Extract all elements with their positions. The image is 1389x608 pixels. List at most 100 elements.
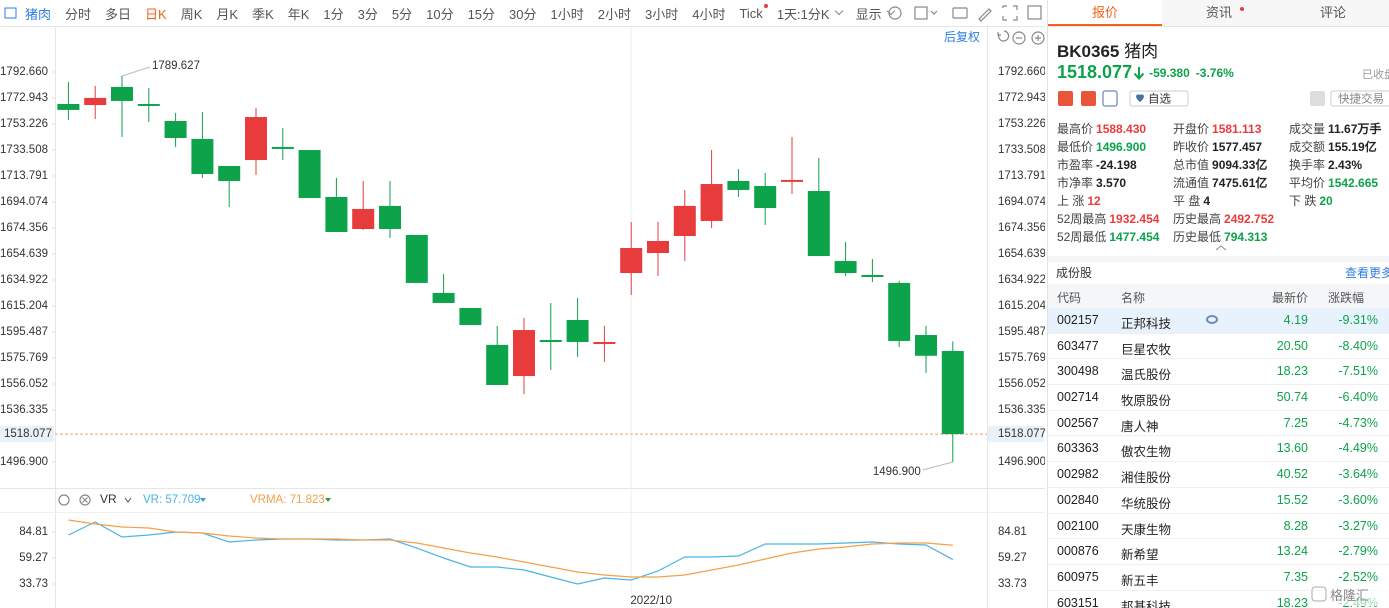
toolbar-item[interactable]: 年K (287, 6, 310, 22)
table-row[interactable]: 000876 新希望 13.24 -2.79% (1048, 539, 1389, 565)
stat-value: 4 (1203, 194, 1211, 208)
note-icon[interactable] (1102, 90, 1118, 107)
toolbar-item[interactable]: 4小时 (692, 6, 726, 22)
restore-button[interactable]: 后复权 (944, 30, 980, 44)
table-cell: 牧原股份 (1121, 394, 1172, 409)
table-row[interactable]: 002714 牧原股份 50.74 -6.40% (1048, 385, 1389, 411)
candle-body (218, 165, 241, 181)
toolbar-item[interactable]: Tick (739, 3, 768, 21)
column-header[interactable]: 名称 (1121, 291, 1146, 305)
table-cell: 300498 (1057, 364, 1099, 379)
table-cell: 18.23 (1276, 364, 1308, 379)
table-row[interactable]: 002840 华统股份 15.52 -3.60% (1048, 488, 1389, 514)
y-tick-label: 1772.943 (0, 92, 48, 104)
reset-icon[interactable] (997, 30, 1010, 42)
table-row[interactable]: 002100 天康生物 8.28 -3.27% (1048, 514, 1389, 540)
table-row[interactable]: 603477 巨星农牧 20.50 -8.40% (1048, 334, 1389, 360)
table-cell: 603151 (1057, 595, 1099, 608)
column-header[interactable]: 最新价 (1271, 291, 1308, 305)
y-tick-label: 1595.487 (998, 326, 1045, 338)
y-tick-label: 1496.900 (0, 456, 48, 468)
candle-body (405, 234, 428, 283)
stat-label: 换手率 (1289, 158, 1326, 172)
table-cell: 002567 (1057, 415, 1099, 430)
tab[interactable]: 评论 (1276, 0, 1389, 26)
y-tick-label: 1634.922 (998, 274, 1045, 286)
toolbar-item[interactable]: 5分 (391, 6, 413, 22)
toolbar-item[interactable]: 1分 (323, 6, 344, 22)
indicator-title[interactable]: VR (100, 492, 117, 506)
candle-body (915, 335, 937, 356)
candle-body (539, 340, 562, 343)
table-row[interactable]: 600975 新五丰 7.35 -2.52% (1048, 565, 1389, 591)
y-tick-label: 1595.487 (0, 326, 48, 338)
stat: 总市值 9094.33亿 (1173, 156, 1267, 173)
toolbar-item[interactable]: 1天:1分K (777, 4, 843, 23)
stat-label: 市盈率 (1057, 158, 1094, 172)
table-row[interactable]: 603363 傲农生物 13.60 -4.49% (1048, 436, 1389, 463)
toolbar-item[interactable]: 日K (145, 6, 167, 22)
candle-body (459, 307, 482, 326)
stat: 流通值 7475.61亿 (1173, 174, 1267, 191)
table-cell: 华统股份 (1121, 496, 1172, 511)
indicator-settings-icon[interactable] (58, 494, 70, 506)
dropdown-icon[interactable] (124, 497, 132, 503)
pen-icon[interactable] (978, 8, 992, 22)
stat: 市净率 3.570 (1057, 174, 1126, 191)
eye-icon[interactable] (1206, 315, 1218, 324)
zoom-out-icon[interactable] (1012, 31, 1026, 45)
notification-dot (763, 3, 768, 8)
fullscreen-icon[interactable] (1002, 5, 1018, 21)
toolbar-item[interactable]: 3分 (357, 6, 378, 22)
toolbar-item[interactable]: 3小时 (644, 6, 679, 22)
toolbar-item[interactable]: 15分 (467, 6, 496, 22)
zoom-in-icon[interactable] (1031, 31, 1045, 45)
layout-icon[interactable] (1027, 5, 1042, 20)
alert-icon[interactable] (1310, 91, 1325, 106)
checkbox-icon[interactable] (914, 6, 928, 20)
tag-icon[interactable] (1058, 91, 1073, 106)
camera-icon[interactable] (952, 7, 968, 19)
trade-button[interactable] (1330, 90, 1389, 107)
toolbar-item[interactable]: 显示 (856, 4, 895, 23)
tab[interactable]: 报价 (1048, 0, 1162, 26)
y-tick-label: 1575.769 (998, 352, 1045, 364)
stat-label: 最低价 (1057, 140, 1094, 154)
symbol-selector[interactable]: 猪肉 (25, 6, 52, 22)
table-row[interactable]: 002157 正邦科技 4.19 -9.31% (1048, 308, 1389, 334)
toolbar-item[interactable]: 月K (216, 6, 239, 22)
y-tick-label: 1792.660 (998, 66, 1045, 78)
indicator-close-icon[interactable] (79, 494, 91, 506)
section-title: 成份股 (1056, 266, 1093, 280)
settings-icon[interactable] (888, 6, 902, 20)
toolbar-item[interactable]: 周K (180, 6, 203, 22)
toolbar-item[interactable]: 季K (252, 6, 274, 22)
dropdown-icon[interactable] (325, 498, 331, 502)
dropdown-icon[interactable] (930, 10, 938, 15)
more-link[interactable]: 查看更多 (1345, 266, 1389, 280)
y-tick-label: 1654.639 (998, 248, 1045, 260)
table-row[interactable]: 002567 唐人神 7.25 -4.73% (1048, 411, 1389, 437)
toolbar-item[interactable]: 30分 (509, 6, 537, 22)
vr-line (68, 519, 953, 578)
tab[interactable]: 资讯 (1162, 0, 1276, 26)
column-header[interactable]: 代码 (1057, 291, 1082, 305)
table-row[interactable]: 300498 温氏股份 18.23 -7.51% (1048, 359, 1389, 386)
y-tick-label: 33.73 (19, 578, 48, 590)
stat: 下 跌 20 (1289, 192, 1333, 209)
price-row: 1518.077 -59.380 -3.76% (1057, 62, 1234, 83)
candle-body (325, 196, 348, 233)
dropdown-icon[interactable] (200, 498, 206, 502)
flash-icon[interactable] (1081, 91, 1096, 106)
toolbar-item[interactable]: 1小时 (550, 6, 584, 22)
table-cell: 002100 (1057, 518, 1099, 533)
toolbar-item[interactable]: 10分 (426, 6, 454, 22)
column-header[interactable]: 涨跌幅 (1327, 291, 1364, 305)
toolbar-item[interactable]: 分时 (65, 6, 92, 22)
watch-button[interactable] (1129, 90, 1189, 107)
stat-value: 3.570 (1096, 176, 1127, 190)
toolbar-item[interactable]: 多日 (105, 6, 132, 22)
expand-icon[interactable] (1214, 244, 1228, 252)
toolbar-item[interactable]: 2小时 (597, 6, 631, 22)
table-row[interactable]: 002982 湘佳股份 40.52 -3.64% (1048, 462, 1389, 488)
